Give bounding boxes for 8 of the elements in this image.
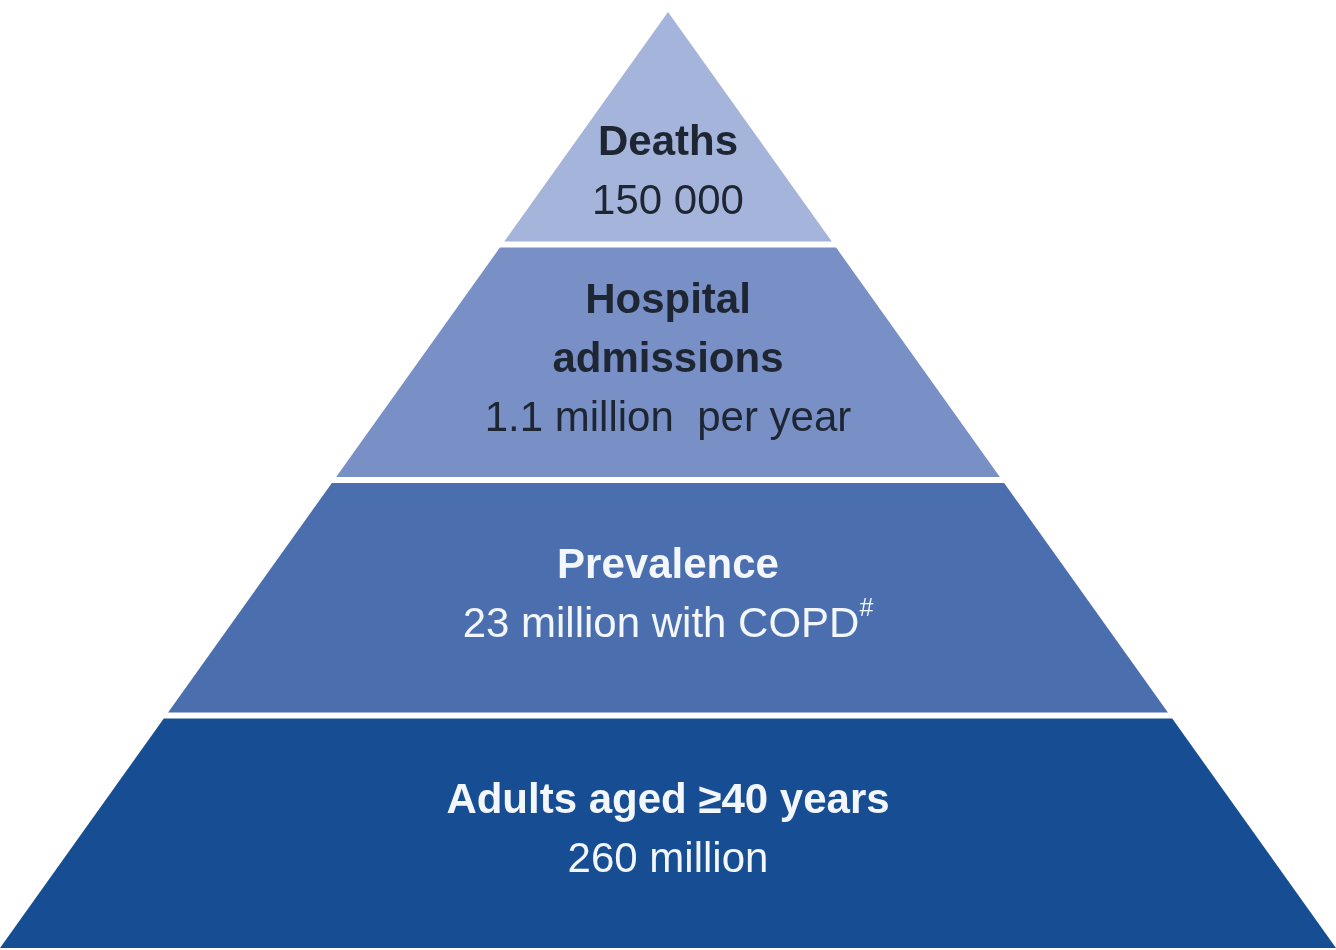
- category-label: Adults aged ≥40 years: [446, 775, 890, 823]
- category-label: Hospital admissions: [552, 274, 784, 381]
- data-label: 150 000: [592, 175, 744, 223]
- data-label: 1.1 million per year: [484, 392, 852, 440]
- category-label: Prevalence: [557, 539, 779, 587]
- data-label: 23 million with COPD#: [462, 592, 874, 646]
- data-label: 260 million: [567, 834, 769, 882]
- category-label: Deaths: [597, 116, 739, 164]
